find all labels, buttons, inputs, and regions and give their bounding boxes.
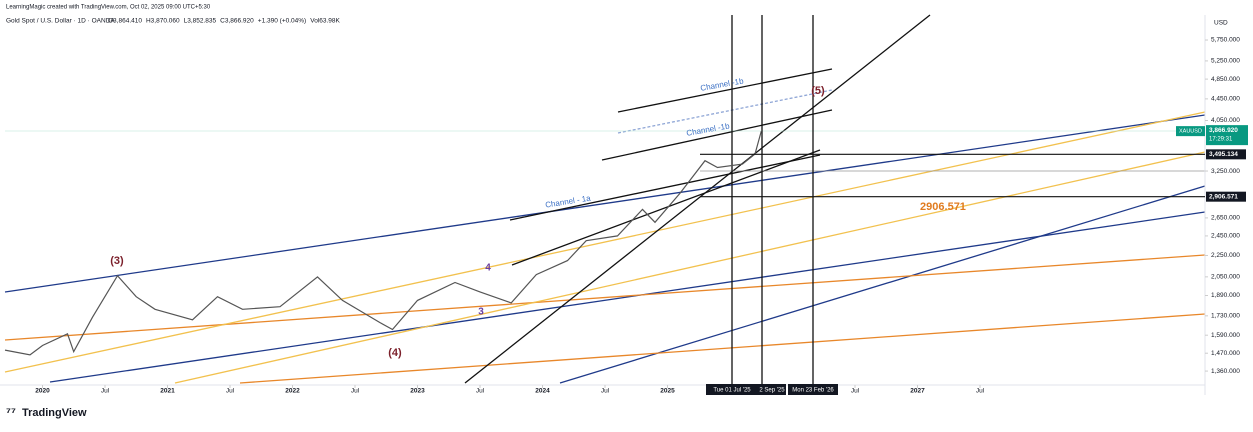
- y-tick-label: 1,730.000: [1211, 313, 1240, 320]
- annotation: (5): [811, 85, 825, 97]
- symbol-box: [1176, 126, 1205, 137]
- y-tick-label: 1,890.000: [1211, 292, 1240, 299]
- price-level-box: [1206, 149, 1246, 160]
- last-price-box: [1206, 125, 1248, 146]
- x-tick-label: Jul: [351, 388, 360, 395]
- y-tick-label: 4,850.000: [1211, 76, 1240, 83]
- x-tick-label: 2020: [35, 388, 50, 395]
- trend-line: [239, 313, 1206, 384]
- x-tick-label: Jul: [476, 388, 485, 395]
- trend-line: [511, 149, 821, 266]
- header: LearningMagic created with TradingView.c…: [6, 5, 211, 11]
- footer: TradingView: [22, 407, 87, 419]
- chart-title: Gold Spot / U.S. Dollar · 1D · OANDA: [6, 18, 115, 25]
- ohlc-value: +1.390 (+0.04%): [258, 18, 306, 25]
- date-marker-box: [788, 384, 838, 395]
- ohlc-value: H3,870.060: [146, 18, 180, 25]
- y-tick-label: 2,050.000: [1211, 274, 1240, 281]
- ohlc-value: O3,864.410: [108, 18, 142, 25]
- x-tick-label: 2022: [285, 388, 300, 395]
- y-tick-label: 5,250.000: [1211, 58, 1240, 65]
- trend-line: [601, 109, 833, 161]
- countdown: 17:29:31: [1209, 137, 1233, 143]
- x-tick-label: 2023: [410, 388, 425, 395]
- price-level-box: [1206, 191, 1246, 202]
- annotation: 4: [485, 263, 491, 274]
- date-marker: Tue 01 Jul '25: [713, 388, 751, 394]
- y-tick-label: 1,470.000: [1211, 350, 1240, 357]
- price-line: [4, 130, 762, 356]
- y-tick-label: 2,650.000: [1211, 215, 1240, 222]
- logo-mark: ⁷⁷: [6, 405, 16, 419]
- y-tick-label: 2,450.000: [1211, 233, 1240, 240]
- trend-line: [617, 89, 833, 134]
- annotation: 3: [478, 307, 484, 318]
- trend-line: [464, 14, 931, 384]
- date-marker-box: [706, 384, 758, 395]
- x-tick-label: Jul: [851, 388, 860, 395]
- last-price-label: 3,866.920: [1209, 127, 1238, 134]
- annotation: (3): [110, 255, 124, 267]
- x-tick-label: 2021: [160, 388, 175, 395]
- x-tick-label: Jul: [101, 388, 110, 395]
- y-tick-label: 1,360.000: [1211, 368, 1240, 375]
- price-level-label: 3,495.134: [1209, 151, 1238, 158]
- x-tick-label: Jul: [976, 388, 985, 395]
- ohlc-value: C3,866.920: [220, 18, 254, 25]
- date-marker: Mon 23 Feb '26: [792, 388, 834, 394]
- y-tick-label: 4,050.000: [1211, 117, 1240, 124]
- price-level-label: 2,906.571: [1209, 193, 1238, 200]
- trend-line: [174, 151, 1206, 384]
- x-tick-label: 2024: [535, 388, 550, 395]
- y-axis-label: USD: [1214, 20, 1228, 27]
- x-tick-label: Jul: [226, 388, 235, 395]
- trend-line: [4, 114, 1206, 293]
- y-tick-label: 2,250.000: [1211, 252, 1240, 259]
- x-tick-label: 2025: [660, 388, 675, 395]
- trend-line: [559, 185, 1206, 384]
- ohlc-value: Vol63.98K: [310, 18, 340, 25]
- trend-line: [509, 154, 821, 221]
- trend-line: [617, 68, 833, 113]
- ohlc-legend: O3,864.410 H3,870.060 L3,852.835 C3,866.920…: [108, 18, 341, 25]
- annotation: Channel -1b: [686, 121, 731, 138]
- y-tick-label: 4,450.000: [1211, 96, 1240, 103]
- symbol-label: XAUUSD: [1179, 129, 1202, 135]
- date-marker-box: [758, 384, 786, 395]
- annotation: Channel -1b: [700, 76, 745, 93]
- annotation: 2906.571: [920, 201, 966, 213]
- x-tick-label: Jul: [601, 388, 610, 395]
- trend-line: [4, 111, 1206, 373]
- date-marker: 2 Sep '25: [759, 388, 785, 394]
- trend-line: [49, 211, 1206, 383]
- y-tick-label: 1,590.000: [1211, 332, 1240, 339]
- trend-lines: [4, 14, 1206, 385]
- y-tick-label: 5,750.000: [1211, 37, 1240, 44]
- annotation: (4): [388, 347, 402, 359]
- y-tick-label: 3,250.000: [1211, 168, 1240, 175]
- x-tick-label: 2027: [910, 388, 925, 395]
- trend-line: [4, 254, 1206, 341]
- ohlc-value: L3,852.835: [184, 18, 217, 25]
